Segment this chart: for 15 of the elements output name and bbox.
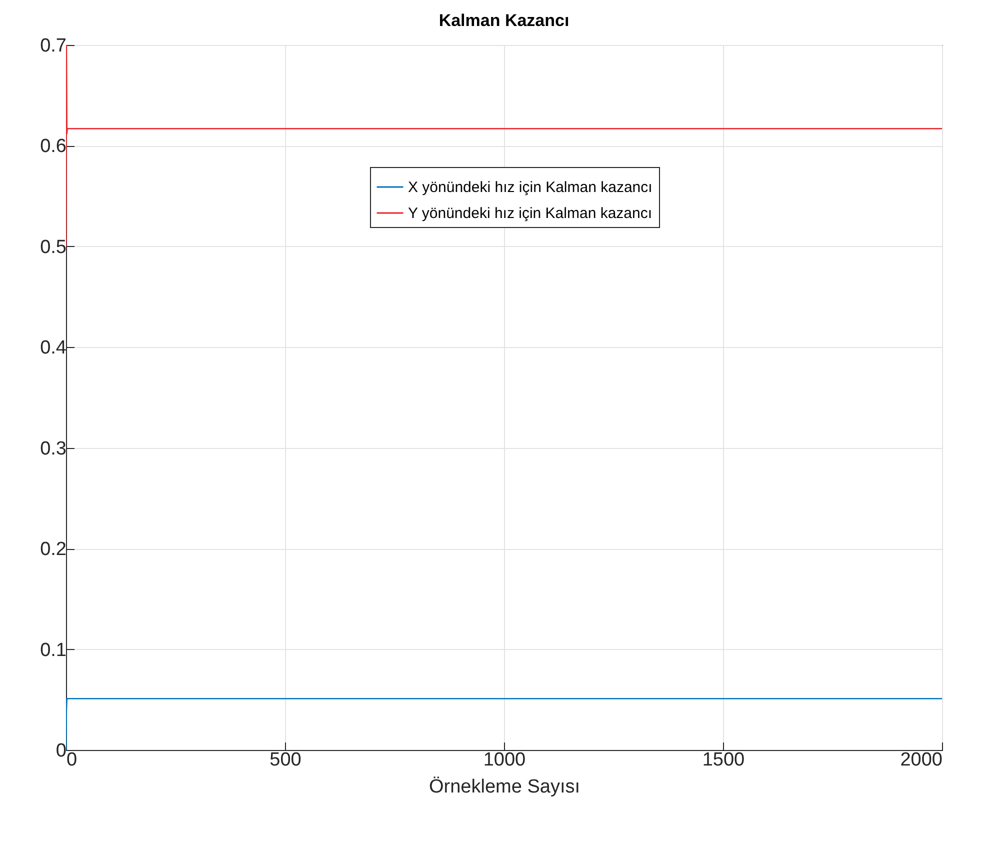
y-tick-label: 0.4 xyxy=(40,338,67,359)
y-tick-label: 0.5 xyxy=(40,236,66,258)
chart-title: Kalman Kazancı xyxy=(438,11,570,30)
x-tick-label: 2000 xyxy=(900,750,942,770)
x-tick-label: 500 xyxy=(270,750,302,770)
y-tick-label: 0.7 xyxy=(40,36,66,56)
y-tick-label: 0.2 xyxy=(40,539,66,560)
y-tick-label: 0.3 xyxy=(40,438,66,460)
y-tick-label: 0.1 xyxy=(40,640,66,661)
x-tick-label: 1500 xyxy=(702,750,745,770)
x-tick-label: 1000 xyxy=(483,750,526,770)
x-axis-title: Örnekleme Sayısı xyxy=(429,776,580,798)
legend-label: X yönündeki hız için Kalman kazancı xyxy=(408,179,652,196)
y-tick-label: 0.6 xyxy=(40,136,66,158)
legend-label: Y yönündeki hız için Kalman kazancı xyxy=(408,205,652,222)
